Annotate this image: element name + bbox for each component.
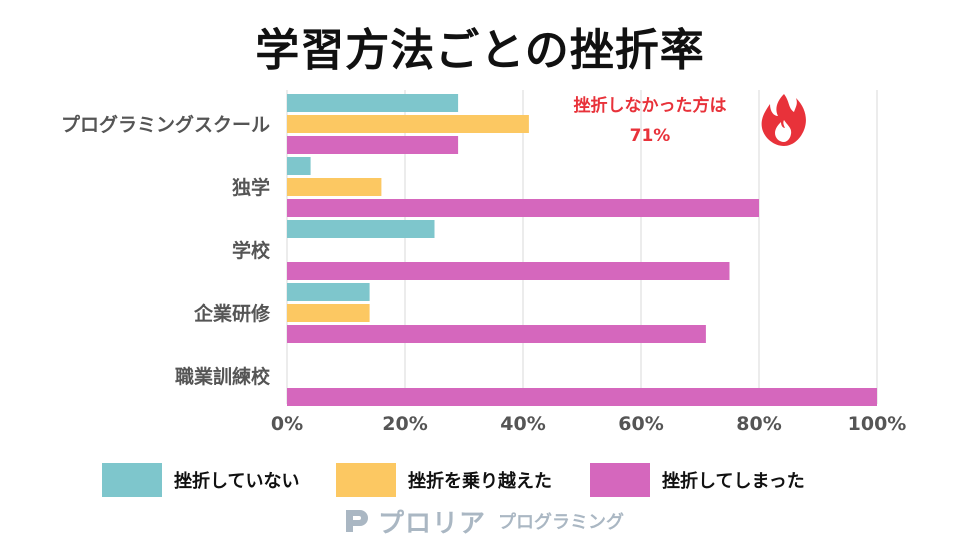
bar [287, 388, 877, 406]
annotation: 挫折しなかった方は 71% [574, 94, 806, 146]
brand: プロリア プログラミング [342, 504, 625, 539]
legend-item-not-failed: 挫折していない [102, 463, 299, 497]
legend-swatch [336, 463, 396, 497]
x-tick-label: 0% [271, 413, 303, 435]
annotation-line-1: 挫折しなかった方は [574, 95, 727, 116]
brand-sub: プログラミング [498, 512, 625, 533]
annotation-line-2: 71% [630, 126, 671, 146]
bar [287, 115, 529, 133]
bar [287, 178, 382, 196]
x-tick-label: 80% [736, 413, 781, 435]
category-label: 職業訓練校 [175, 365, 271, 388]
x-tick-label: 40% [500, 413, 545, 435]
bar [287, 262, 730, 280]
legend-swatch [590, 463, 650, 497]
x-tick-label: 60% [618, 413, 663, 435]
x-tick-label: 20% [382, 413, 427, 435]
fire-icon [761, 94, 806, 146]
category-label: 企業研修 [193, 302, 271, 325]
bar [287, 136, 459, 154]
legend-label: 挫折してしまった [662, 471, 805, 492]
x-tick-label: 100% [848, 413, 907, 435]
bar [287, 325, 706, 343]
brand-name: プロリア [378, 508, 487, 539]
bar [287, 157, 311, 175]
bar [287, 94, 459, 112]
legend: 挫折していない 挫折を乗り越えた 挫折してしまった [0, 463, 960, 497]
legend-label: 挫折していない [174, 471, 300, 492]
bar [287, 283, 370, 301]
category-label: 学校 [232, 239, 271, 262]
legend-label: 挫折を乗り越えた [408, 471, 552, 492]
category-label: 独学 [232, 176, 270, 199]
bar [287, 220, 435, 238]
category-label: プログラミングスクール [61, 113, 270, 136]
bar [287, 304, 370, 322]
bars [287, 94, 877, 406]
legend-swatch [102, 463, 162, 497]
legend-item-failed: 挫折してしまった [590, 463, 805, 497]
bar [287, 199, 759, 217]
legend-item-overcame: 挫折を乗り越えた [336, 463, 552, 497]
proria-logo-icon [346, 510, 368, 532]
x-axis-ticks: 0% 20% 40% 60% 80% 100% [271, 413, 906, 435]
chart-title: 学習方法ごとの挫折率 [255, 25, 705, 76]
